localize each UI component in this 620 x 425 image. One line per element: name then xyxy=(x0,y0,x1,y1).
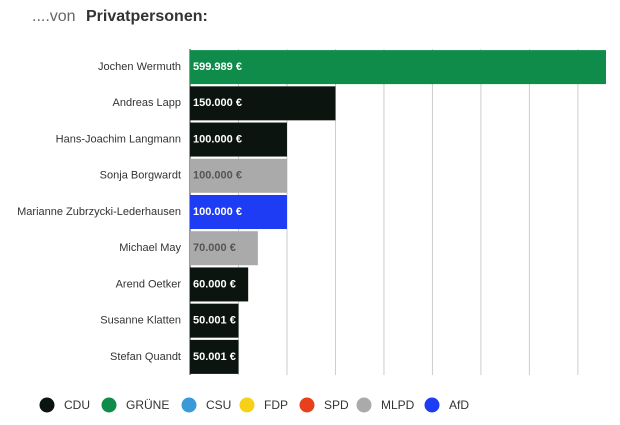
data-label: 60.000 € xyxy=(193,278,236,290)
y-tick-label: Arend Oetker xyxy=(116,278,182,290)
data-label: 100.000 € xyxy=(193,170,242,182)
bar xyxy=(190,195,287,229)
legend-marker xyxy=(424,397,440,413)
legend-label: SPD xyxy=(324,398,349,412)
bar xyxy=(190,50,606,85)
bar xyxy=(190,122,287,157)
y-tick-label: Jochen Wermuth xyxy=(98,61,181,73)
y-tick-label: Susanne Klatten xyxy=(100,315,181,327)
data-label: 70.000 € xyxy=(193,242,236,254)
bar xyxy=(190,303,239,338)
y-tick-label: Hans-Joachim Langmann xyxy=(56,133,181,145)
legend-label: AfD xyxy=(449,398,469,412)
data-label: 50.001 € xyxy=(193,315,236,327)
y-tick-label: Stefan Quandt xyxy=(110,351,181,363)
legend-label: CSU xyxy=(206,398,231,412)
legend-label: MLPD xyxy=(381,398,415,412)
legend-marker xyxy=(239,397,255,413)
legend-label: GRÜNE xyxy=(126,398,169,412)
legend-label: CDU xyxy=(64,398,90,412)
chart-title: Privatpersonen: xyxy=(86,8,208,25)
bar xyxy=(190,231,258,266)
legend-marker xyxy=(356,397,372,413)
data-label: 100.000 € xyxy=(193,206,242,218)
legend-marker xyxy=(101,397,117,413)
bar xyxy=(190,339,239,374)
legend-label: FDP xyxy=(264,398,288,412)
legend-marker xyxy=(181,397,197,413)
bar xyxy=(190,267,249,302)
bar xyxy=(190,158,287,193)
data-label: 150.000 € xyxy=(193,97,242,109)
y-tick-label: Sonja Borgwardt xyxy=(100,170,181,182)
y-tick-label: Andreas Lapp xyxy=(113,97,182,109)
y-tick-label: Michael May xyxy=(119,242,181,254)
title-prefix: ....von xyxy=(32,8,76,25)
legend-marker xyxy=(39,397,55,413)
data-label: 100.000 € xyxy=(193,133,242,145)
data-label: 599.989 € xyxy=(193,61,242,73)
legend-marker xyxy=(299,397,315,413)
y-tick-label: Marianne Zubrzycki-Lederhausen xyxy=(17,206,181,218)
data-label: 50.001 € xyxy=(193,351,236,363)
bar xyxy=(190,86,336,121)
